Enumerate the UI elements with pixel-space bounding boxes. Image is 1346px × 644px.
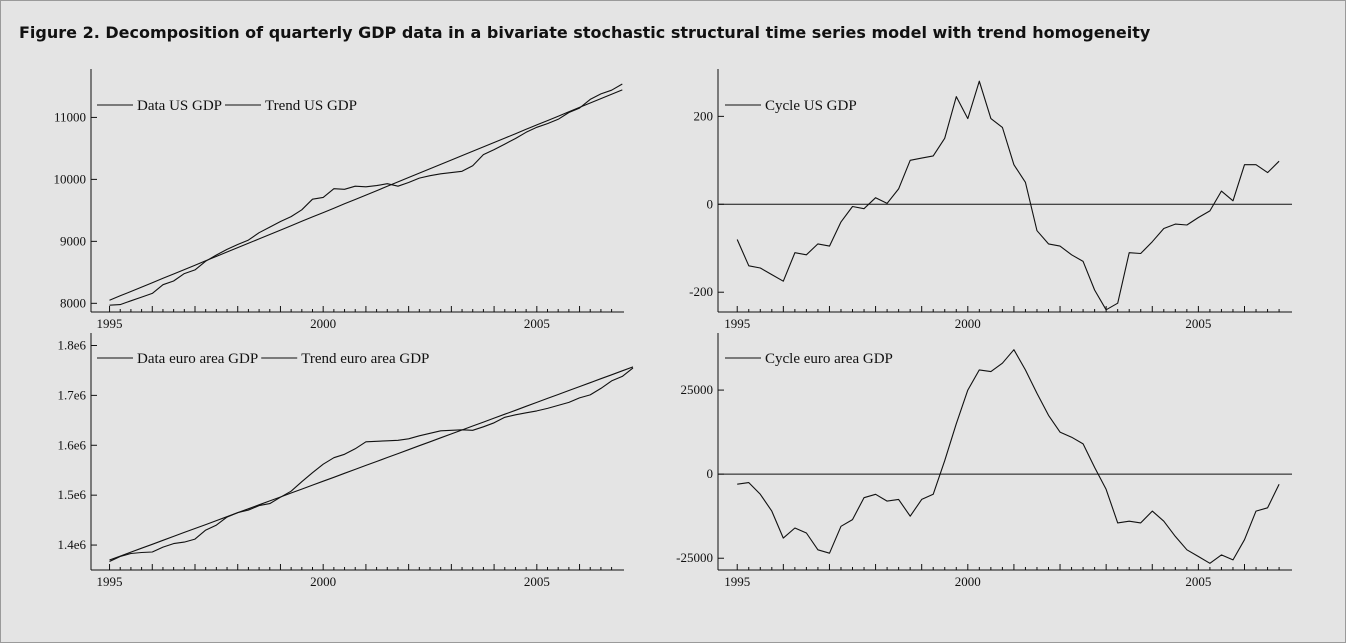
y-tick-label: 25000: [681, 382, 714, 397]
chart-us-data-trend: 1995 2000 2005 8000 9000 10000 11000 Data US GD…: [54, 69, 624, 331]
x-tick-label: 2005: [524, 316, 550, 331]
y-tick-label: 0: [707, 466, 714, 481]
chart-ea-data-trend: 1995 2000 2005 1.4e6 1.5e6 1.6e6 1.7e6 1.8e6 Dat…: [57, 333, 634, 589]
y-tick-label: 0: [707, 196, 714, 211]
x-tick-label: 2000: [955, 316, 981, 331]
x-tick-label: 2005: [1185, 574, 1211, 589]
y-tick-label: 1.5e6: [57, 487, 86, 502]
x-tick-label: 1995: [724, 574, 750, 589]
series-line-0: [737, 349, 1280, 564]
series-line-0: [109, 367, 634, 562]
legend-label: Trend euro area GDP: [301, 351, 429, 367]
y-tick-label: 200: [694, 108, 714, 123]
y-tick-label: 1.8e6: [57, 337, 86, 352]
x-tick-label: 2000: [955, 574, 981, 589]
y-tick-label: -200: [689, 284, 713, 299]
x-tick-label: 1995: [97, 316, 123, 331]
y-tick-label: 11000: [54, 109, 86, 124]
x-tick-label: 2005: [1185, 316, 1211, 331]
x-tick-label: 1995: [97, 574, 123, 589]
legend-label: Cycle US GDP: [765, 98, 857, 114]
y-tick-label: 1.4e6: [57, 537, 86, 552]
chart-ea-cycle: 1995 2000 2005 -25000 0 25000 Cycle euro area …: [676, 333, 1292, 589]
chart-us-cycle: 1995 2000 2005 -200 0 200 Cycle US GDP: [689, 69, 1292, 331]
legend-label: Trend US GDP: [265, 98, 357, 114]
x-tick-label: 2000: [310, 574, 336, 589]
series-line-0: [736, 80, 1280, 311]
y-tick-label: 1.7e6: [57, 387, 86, 402]
legend-label: Data US GDP: [137, 98, 222, 114]
y-tick-label: 8000: [60, 295, 86, 310]
series-line-1: [109, 366, 634, 561]
legend-label: Cycle euro area GDP: [765, 351, 893, 367]
series-line-1: [109, 89, 623, 301]
legend-label: Data euro area GDP: [137, 351, 258, 367]
series-line-0: [109, 83, 623, 306]
y-tick-label: 1.6e6: [57, 437, 86, 452]
figure-title: Figure 2. Decomposition of quarterly GDP…: [19, 23, 1151, 42]
y-tick-label: 9000: [60, 233, 86, 248]
x-tick-label: 2000: [310, 316, 336, 331]
x-tick-label: 1995: [724, 316, 750, 331]
x-tick-label: 2005: [524, 574, 550, 589]
y-tick-label: 10000: [54, 171, 87, 186]
y-tick-label: -25000: [676, 550, 713, 565]
